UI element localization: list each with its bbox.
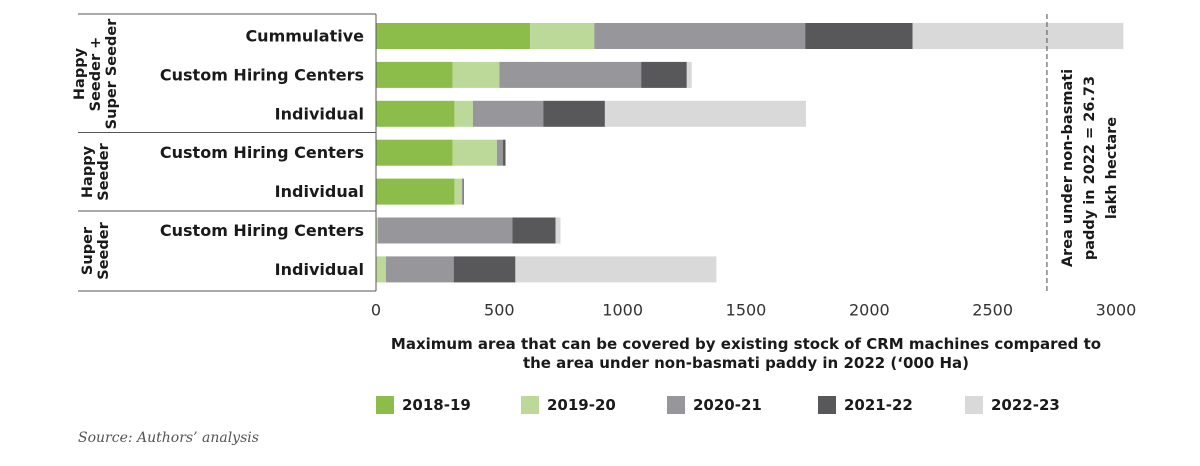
group-label: Super Seeder	[104, 18, 120, 130]
bar-segment	[463, 178, 464, 205]
source-note: Source: Authors’ analysis	[78, 430, 259, 446]
group-label: Super	[80, 226, 96, 275]
bar-segment	[472, 100, 544, 127]
legend-label: 2021-22	[844, 396, 913, 414]
bar-segment	[805, 23, 913, 49]
bar-segment	[641, 61, 687, 88]
legend-label: 2018-19	[402, 396, 471, 414]
category-label: Custom Hiring Centers	[160, 221, 364, 240]
bar-segment	[594, 23, 806, 49]
bar-segment	[376, 61, 453, 88]
legend-label: 2019-20	[547, 396, 616, 414]
x-tick-label: 1000	[602, 301, 643, 320]
bar-segment	[376, 217, 378, 244]
bar-segment	[453, 256, 516, 283]
group-label: Happy	[80, 145, 96, 198]
x-axis-title: the area under non-basmati paddy in 2022…	[523, 354, 969, 372]
bar-segment	[452, 139, 497, 166]
bar-segment	[376, 100, 455, 127]
bar-segment	[686, 61, 692, 88]
x-tick-label: 0	[371, 301, 381, 320]
group-label: Seeder	[96, 221, 112, 279]
x-tick-label: 2500	[972, 301, 1013, 320]
legend-swatch	[376, 396, 394, 414]
category-label: Individual	[275, 260, 364, 279]
category-label: Cummulative	[245, 27, 364, 46]
bar-segment	[385, 256, 454, 283]
bar-segment	[376, 23, 531, 49]
legend-swatch	[818, 396, 836, 414]
bar-segment	[555, 217, 561, 244]
legend-swatch	[667, 396, 685, 414]
x-tick-label: 2000	[849, 301, 890, 320]
bar-segment	[496, 139, 504, 166]
legend-label: 2022-23	[991, 396, 1060, 414]
reference-line-label: lakh hectare	[1104, 117, 1120, 219]
bar-segment	[376, 256, 386, 283]
bar-segment	[515, 256, 717, 283]
category-label: Individual	[275, 104, 364, 123]
x-tick-label: 3000	[1096, 301, 1137, 320]
bar-segment	[377, 217, 513, 244]
reference-line-label: paddy in 2022 = 26.73	[1082, 76, 1098, 260]
bar-segment	[499, 61, 642, 88]
legend-swatch	[965, 396, 983, 414]
bar-segment	[454, 100, 473, 127]
x-axis-title: Maximum area that can be covered by exis…	[391, 335, 1101, 353]
category-label: Custom Hiring Centers	[160, 143, 364, 162]
group-label: Seeder	[96, 142, 112, 200]
bar-segment	[376, 178, 455, 205]
legend-label: 2020-21	[693, 396, 762, 414]
bar-segment	[503, 139, 506, 166]
legend-swatch	[521, 396, 539, 414]
bar-segment	[454, 178, 462, 205]
bar-segment	[530, 23, 595, 49]
category-label: Individual	[275, 182, 364, 201]
x-tick-label: 1500	[726, 301, 767, 320]
bar-segment	[512, 217, 556, 244]
bar-segment	[912, 23, 1124, 49]
x-tick-label: 500	[484, 301, 515, 320]
bar-segment	[461, 178, 464, 205]
group-label: Seeder +	[88, 37, 104, 112]
group-label: Happy	[72, 47, 88, 100]
bar-segment	[376, 139, 453, 166]
bar-segment	[543, 100, 605, 127]
bar-segment	[452, 61, 500, 88]
reference-line-label: Area under non-basmati	[1060, 69, 1076, 267]
bar-segment	[604, 100, 806, 127]
category-label: Custom Hiring Centers	[160, 65, 364, 84]
